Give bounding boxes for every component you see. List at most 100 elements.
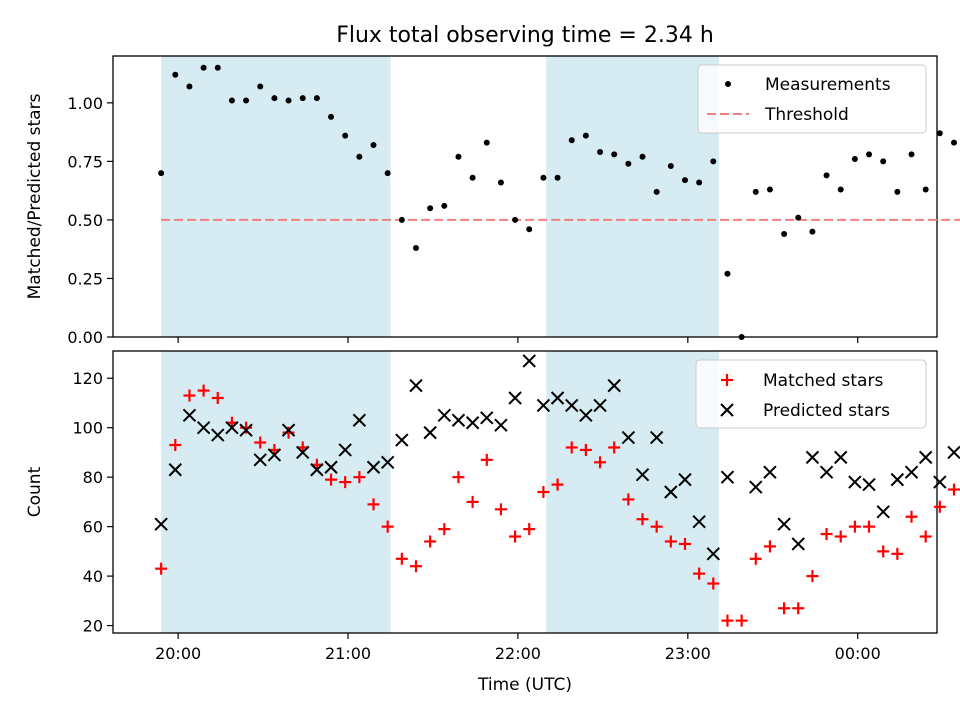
measurement-point bbox=[342, 132, 349, 139]
x-tick-label: 22:00 bbox=[495, 644, 541, 663]
measurement-point bbox=[469, 174, 476, 181]
measurement-point bbox=[285, 97, 292, 104]
predicted-point bbox=[522, 354, 536, 368]
predicted-point-b bbox=[579, 408, 593, 423]
predicted-point bbox=[267, 448, 282, 462]
measurement-point bbox=[667, 163, 674, 170]
legend-frame bbox=[697, 64, 927, 134]
predicted-point-b bbox=[791, 537, 805, 551]
measurement-point bbox=[398, 216, 405, 223]
predicted-point bbox=[465, 416, 480, 430]
matched-point bbox=[438, 523, 451, 536]
predicted-point bbox=[239, 423, 253, 437]
matched-point bbox=[211, 392, 224, 404]
x-tick-label: 23:00 bbox=[665, 644, 711, 663]
matched-point bbox=[749, 552, 762, 565]
measurement-point bbox=[639, 153, 646, 160]
predicted-point bbox=[678, 472, 692, 487]
predicted-point-b bbox=[480, 411, 494, 425]
predicted-point bbox=[593, 398, 607, 413]
matched-point bbox=[919, 530, 932, 543]
predicted-point bbox=[324, 460, 338, 474]
legend: Measurements Threshold bbox=[697, 64, 927, 134]
matched-point bbox=[806, 570, 819, 583]
matched-point bbox=[155, 562, 168, 575]
predicted-point bbox=[451, 413, 466, 427]
matched-point bbox=[579, 443, 592, 456]
predicted-point bbox=[168, 463, 183, 477]
predicted-point bbox=[366, 460, 381, 474]
predicted-point-b bbox=[522, 354, 536, 368]
y-tick-label: 1.00 bbox=[67, 94, 103, 113]
y-tick-label: 80 bbox=[83, 468, 103, 487]
legend-label-matched: Matched stars bbox=[763, 371, 883, 391]
matched-point bbox=[537, 486, 550, 498]
predicted-point-b bbox=[904, 465, 919, 479]
predicted-point bbox=[508, 391, 522, 405]
matched-point bbox=[693, 567, 706, 580]
legend: Matched stars Predicted stars bbox=[695, 359, 927, 429]
matched-point bbox=[778, 602, 791, 615]
measurement-point bbox=[526, 226, 533, 233]
measurement-point bbox=[809, 228, 816, 235]
measurement-point bbox=[540, 174, 547, 181]
shaded-interval bbox=[161, 351, 391, 633]
x-axis-label: Time (UTC) bbox=[477, 675, 572, 695]
measurement-point bbox=[243, 97, 250, 104]
predicted-point bbox=[749, 480, 763, 494]
predicted-point-b bbox=[664, 485, 678, 499]
measurement-point bbox=[922, 186, 929, 193]
predicted-point bbox=[607, 378, 621, 393]
measurement-point bbox=[328, 113, 335, 120]
matched-point bbox=[282, 426, 295, 439]
predicted-point-b bbox=[409, 378, 423, 393]
predicted-point-b bbox=[933, 475, 947, 489]
predicted-point-b bbox=[635, 467, 650, 482]
predicted-point bbox=[423, 425, 437, 440]
panel-ratio: 0.00 0.25 0.50 0.75 1.00 Matched/Predicted st… bbox=[25, 55, 960, 347]
predicted-point-b bbox=[310, 463, 324, 477]
matched-point bbox=[863, 520, 876, 533]
measurement-point bbox=[172, 71, 179, 78]
predicted-point bbox=[281, 423, 296, 437]
predicted-point bbox=[253, 453, 267, 467]
predicted-point bbox=[196, 420, 211, 435]
measurement-point bbox=[214, 64, 221, 71]
matched-point bbox=[169, 439, 182, 451]
measurement-point bbox=[271, 95, 278, 102]
matched-point bbox=[735, 614, 748, 627]
measurement-point bbox=[497, 179, 504, 186]
predicted-point-b bbox=[777, 517, 791, 531]
matched-point bbox=[424, 535, 437, 548]
measurement-point bbox=[653, 188, 660, 195]
predicted-point-b bbox=[918, 450, 933, 465]
predicted-point bbox=[848, 475, 862, 489]
predicted-point bbox=[409, 378, 423, 393]
predicted-point-b bbox=[805, 450, 820, 465]
matched-point bbox=[254, 436, 267, 449]
matched-point bbox=[792, 602, 805, 615]
matched-point bbox=[763, 540, 776, 553]
measurement-point bbox=[696, 179, 703, 186]
predicted-point-b bbox=[763, 465, 777, 479]
matched-point bbox=[494, 503, 507, 516]
matched-point bbox=[565, 441, 578, 454]
measurement-point bbox=[752, 188, 759, 195]
predicted-point bbox=[933, 475, 947, 489]
predicted-point bbox=[494, 418, 508, 432]
measurement-point bbox=[766, 186, 773, 193]
measurement-point bbox=[625, 160, 632, 167]
matched-point bbox=[622, 493, 635, 506]
predicted-point bbox=[437, 408, 452, 423]
predicted-point-b bbox=[649, 430, 664, 445]
predicted-point bbox=[225, 420, 239, 435]
measurement-point bbox=[851, 156, 858, 163]
measurement-point bbox=[597, 149, 604, 156]
predicted-point-b bbox=[947, 445, 960, 460]
predicted-point-b bbox=[565, 398, 579, 413]
predicted-point bbox=[296, 445, 310, 460]
matched-point bbox=[353, 471, 366, 484]
predicted-point bbox=[706, 547, 721, 561]
predicted-point-b bbox=[296, 445, 310, 460]
